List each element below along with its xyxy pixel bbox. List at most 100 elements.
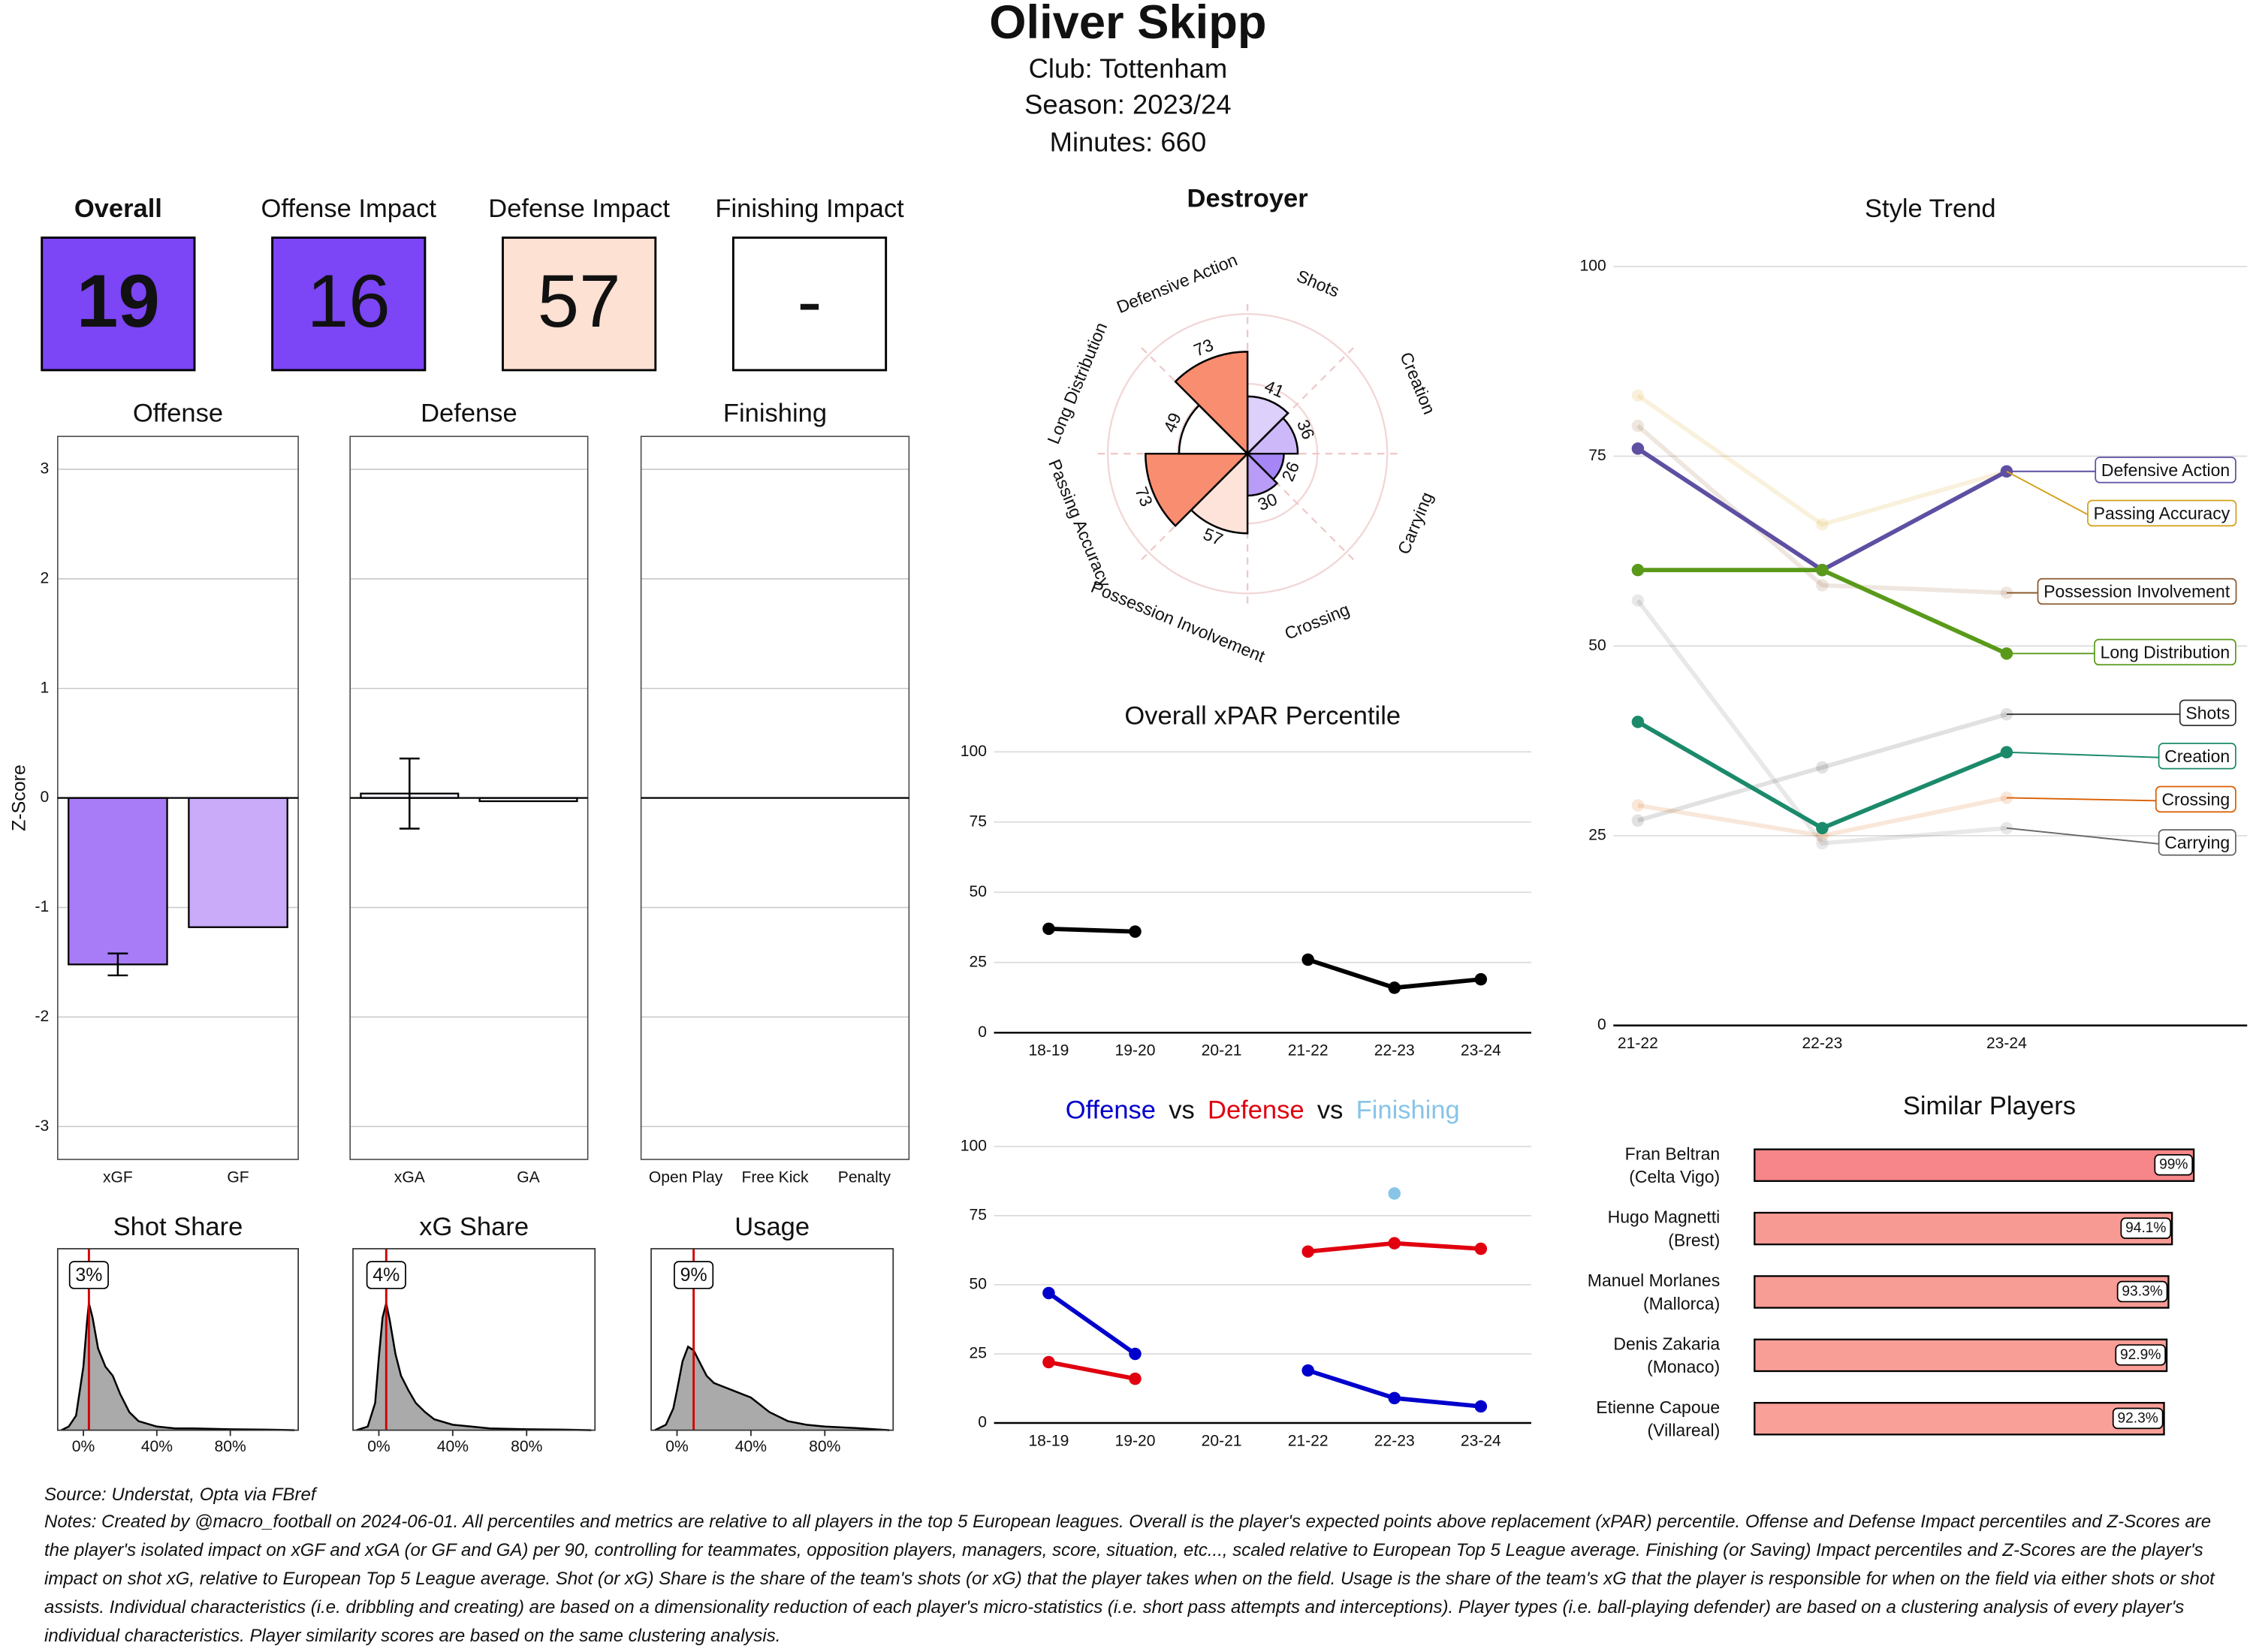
- bar: [188, 797, 288, 928]
- x-tick-label: 20-21: [1202, 1433, 1242, 1450]
- point: [1631, 594, 1645, 607]
- point: [1388, 1187, 1401, 1200]
- panel-title: Usage: [734, 1213, 810, 1241]
- source-note: Source: Understat, Opta via FBref: [44, 1485, 316, 1505]
- club-line: Club: Tottenham: [1029, 53, 1228, 84]
- x-tick-label: 23-24: [1461, 1433, 1501, 1450]
- polar-bar: [1178, 403, 1250, 455]
- x-tick-label: Free Kick: [741, 1169, 808, 1186]
- x-tick-label: 0%: [72, 1438, 95, 1455]
- chart-title: Overall xPAR Percentile: [1124, 701, 1401, 730]
- point: [1474, 1242, 1488, 1256]
- x-tick-label: 19-20: [1115, 1042, 1156, 1060]
- x-tick-label: GA: [517, 1169, 540, 1186]
- value-label-box: [2116, 1280, 2168, 1303]
- y-tick-label: 25: [1588, 827, 1606, 844]
- value-label-box: [68, 1261, 109, 1289]
- y-tick-label: 3: [41, 460, 50, 478]
- legend-box: [2155, 785, 2236, 813]
- x-tick-label: Open Play: [649, 1169, 723, 1186]
- point: [2000, 746, 2013, 759]
- y-tick-label: 100: [961, 743, 987, 760]
- density-curve: [61, 1303, 295, 1431]
- point: [1042, 922, 1055, 936]
- title-joiner: vs: [1169, 1096, 1195, 1125]
- point: [1816, 837, 1829, 850]
- value-label-box: [674, 1261, 714, 1289]
- y-tick-label: -2: [35, 1008, 50, 1025]
- y-tick-label: 50: [1588, 637, 1606, 654]
- legend-label: Offense: [1066, 1096, 1156, 1125]
- x-tick-label: xGF: [103, 1169, 133, 1186]
- team-label: (Mallorca): [1643, 1294, 1720, 1313]
- impact-label: Offense Impact: [261, 194, 437, 223]
- label-connector: [2006, 470, 2089, 516]
- point: [2000, 465, 2013, 478]
- point: [1474, 972, 1488, 986]
- impact-label: Defense Impact: [488, 194, 670, 223]
- legend-box: [2158, 743, 2236, 770]
- value-label: 93.3%: [2122, 1284, 2162, 1300]
- player-name: Oliver Skipp: [989, 0, 1266, 49]
- category-label: Manuel Morlanes: [1588, 1271, 1720, 1290]
- y-tick-label: 50: [969, 883, 986, 900]
- legend-label: Crossing: [2161, 789, 2230, 809]
- bar: [1754, 1275, 2170, 1309]
- x-tick-label: 0%: [367, 1438, 390, 1455]
- impact-value: 57: [538, 260, 621, 343]
- point: [1388, 1237, 1401, 1250]
- point: [1816, 518, 1829, 531]
- x-tick-label: 20-21: [1202, 1042, 1242, 1060]
- point: [2000, 791, 2013, 804]
- x-tick-label: 80%: [511, 1438, 542, 1455]
- impact-value: 19: [77, 260, 160, 343]
- polar-bar: [1174, 351, 1249, 457]
- impact-label: Finishing Impact: [715, 194, 904, 223]
- y-tick-label: 75: [1588, 447, 1606, 464]
- value-label-box: [2115, 1344, 2167, 1366]
- point: [1631, 563, 1645, 577]
- label-connector: [2006, 797, 2156, 802]
- category-label: Long Distribution: [1043, 320, 1111, 447]
- point: [1631, 419, 1645, 433]
- point: [1631, 814, 1645, 827]
- legend-box: [2095, 457, 2236, 484]
- x-tick-label: 23-24: [1461, 1042, 1501, 1060]
- value-label: 41: [1262, 376, 1287, 402]
- y-tick-label: 0: [1597, 1016, 1606, 1033]
- point: [1816, 761, 1829, 774]
- impact-box: [271, 237, 427, 372]
- category-label: Creation: [1396, 349, 1439, 417]
- impact-value: -: [797, 260, 822, 343]
- value-label: 92.3%: [2117, 1410, 2158, 1426]
- legend-label: Long Distribution: [2101, 642, 2230, 662]
- x-tick-label: 40%: [437, 1438, 469, 1455]
- bar: [1754, 1148, 2195, 1182]
- point: [1301, 953, 1314, 966]
- chart-title: Destroyer: [1187, 185, 1308, 213]
- polar-bar: [1145, 452, 1250, 527]
- panel-frame: [56, 1248, 299, 1431]
- series-line: [1636, 393, 2007, 527]
- team-label: (Villareal): [1648, 1421, 1721, 1440]
- point: [1816, 821, 1829, 835]
- series-line: [1048, 926, 1482, 990]
- y-tick-label: 25: [969, 1345, 986, 1362]
- error-bar: [107, 952, 128, 977]
- legend-label: Passing Accuracy: [2094, 503, 2230, 523]
- panel-title: Finishing: [723, 399, 827, 428]
- notes: Notes: Created by @macro_football on 202…: [44, 1512, 2215, 1646]
- bar: [1754, 1402, 2165, 1436]
- point: [1474, 1400, 1488, 1413]
- panel-title: xG Share: [419, 1213, 529, 1241]
- density-curve: [356, 1303, 592, 1431]
- team-label: (Brest): [1668, 1230, 1720, 1250]
- x-tick-label: 0%: [665, 1438, 688, 1455]
- impact-box: [731, 237, 888, 372]
- polar-bar: [1245, 417, 1299, 455]
- impact-box: [41, 237, 196, 372]
- value-label-box: [2154, 1154, 2194, 1176]
- x-tick-label: 18-19: [1028, 1042, 1069, 1060]
- y-tick-label: 1: [41, 679, 50, 696]
- team-label: (Celta Vigo): [1629, 1167, 1720, 1186]
